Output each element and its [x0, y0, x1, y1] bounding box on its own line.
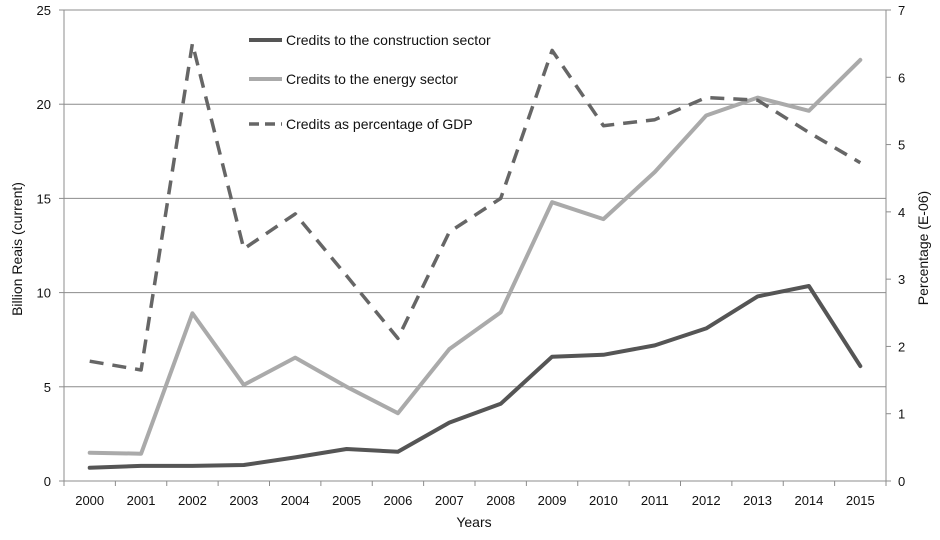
y-left-axis-title: Billion Reais (current) [9, 182, 25, 316]
x-tick-label: 2015 [846, 493, 875, 508]
legend-label-1: Credits to the construction sector [286, 32, 491, 48]
x-tick-label: 2014 [794, 493, 823, 508]
x-tick-label: 2001 [127, 493, 156, 508]
y-left-tick-label: 15 [37, 191, 51, 206]
x-tick-label: 2004 [281, 493, 310, 508]
y-right-tick-label: 4 [898, 205, 905, 220]
y-right-axis-title: Percentage (E-06) [915, 191, 931, 305]
x-tick-label: 2008 [486, 493, 515, 508]
legend-label-3: Credits as percentage of GDP [286, 116, 473, 132]
y-right-tick-label: 2 [898, 339, 905, 354]
x-tick-label: 2006 [383, 493, 412, 508]
y-left-tick-label: 25 [37, 3, 51, 18]
x-tick-label: 2007 [435, 493, 464, 508]
legend: Credits to the construction sector Credit… [249, 32, 491, 132]
x-tick-label: 2011 [641, 493, 669, 508]
x-tick-label: 2000 [75, 493, 104, 508]
series-line-3 [89, 41, 862, 372]
series-lines [87, 41, 863, 470]
y-left-tick-label: 10 [37, 286, 51, 301]
series-line-2 [87, 57, 863, 456]
gridlines [64, 9, 886, 388]
y-right-tick-label: 3 [898, 272, 905, 287]
y-left-tick-label: 20 [37, 97, 51, 112]
y-right-tick-label: 5 [898, 138, 905, 153]
x-tick-label: 2009 [538, 493, 567, 508]
y-right-tick-label: 6 [898, 70, 905, 85]
y-left-tick-label: 0 [44, 474, 51, 489]
x-tick-label: 2010 [589, 493, 618, 508]
x-tick-label: 2012 [692, 493, 721, 508]
x-tick-label: 2005 [332, 493, 361, 508]
y-right-tick-label: 1 [898, 407, 905, 422]
x-tick-label: 2002 [178, 493, 207, 508]
x-tick-label: 2013 [743, 493, 772, 508]
axes: 0 5 10 15 20 25 0 1 2 3 4 5 6 7 2000 2001 2002 2003 2004 20… [37, 3, 906, 508]
series-line-1 [87, 284, 863, 470]
x-axis-title: Years [456, 514, 491, 530]
y-left-tick-label: 5 [44, 380, 51, 395]
legend-label-2: Credits to the energy sector [286, 71, 458, 87]
x-tick-label: 2003 [229, 493, 258, 508]
y-right-tick-label: 0 [898, 474, 905, 489]
y-right-tick-label: 7 [898, 3, 905, 18]
